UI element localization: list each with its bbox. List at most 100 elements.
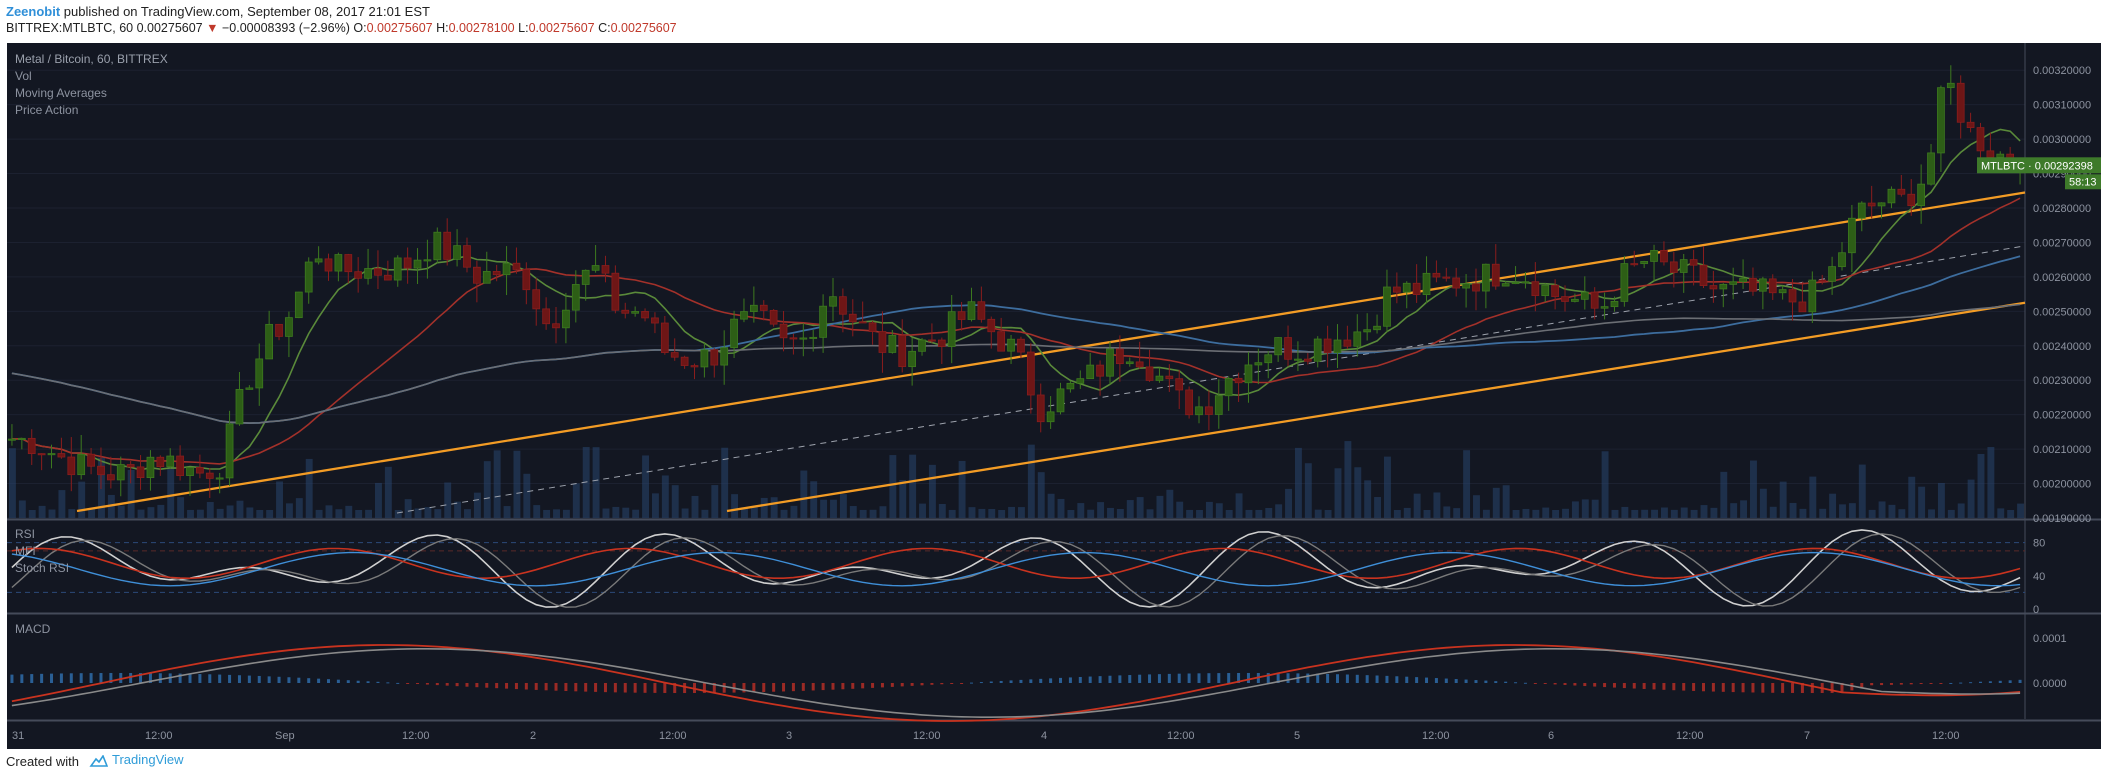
candle xyxy=(1521,281,1530,284)
macd-histogram-bar xyxy=(1098,676,1102,683)
legend-ma[interactable]: Moving Averages xyxy=(15,86,107,100)
legend-title[interactable]: Metal / Bitcoin, 60, BITTREX xyxy=(15,52,168,66)
volume-bar xyxy=(582,447,590,518)
macd-histogram-bar xyxy=(59,673,63,683)
publish-header: Zeenobit published on TradingView.com, S… xyxy=(6,4,430,19)
candle xyxy=(1749,277,1757,292)
macd-histogram-bar xyxy=(1434,678,1438,683)
volume-bar xyxy=(454,501,462,518)
volume-bar xyxy=(820,499,828,518)
candle xyxy=(107,474,115,481)
volume-bar xyxy=(493,450,501,518)
volume-bar xyxy=(1433,492,1441,518)
macd-histogram-bar xyxy=(1019,679,1023,683)
macd-histogram-bar xyxy=(1306,673,1310,683)
time-tick-label: 2 xyxy=(530,730,536,742)
candle xyxy=(116,464,125,481)
macd-histogram-bar xyxy=(1800,683,1804,694)
chart-svg[interactable]: 0.003200000.003100000.003000000.00290000… xyxy=(7,43,2101,749)
macd-histogram-bar xyxy=(1148,674,1152,683)
macd-histogram-bar xyxy=(1078,676,1082,683)
macd-histogram-bar xyxy=(722,683,726,693)
macd-histogram-bar xyxy=(1741,683,1745,693)
volume-bar xyxy=(187,509,194,518)
volume-bar xyxy=(1898,509,1906,518)
chart-canvas[interactable]: 0.00320000 0.00310000 0.00300000 0.00290000… xyxy=(7,43,2101,749)
macd-histogram-bar xyxy=(791,683,795,692)
candle xyxy=(215,477,224,480)
volume-bar xyxy=(1522,508,1530,518)
legend-vol[interactable]: Vol xyxy=(15,69,32,83)
macd-histogram-bar xyxy=(1632,683,1636,689)
macd-histogram-bar xyxy=(1197,673,1201,683)
volume-bar xyxy=(276,481,283,518)
macd-histogram-bar xyxy=(1593,683,1597,687)
time-axis: 31 12:00 Sep 12:00 2 12:00 3 12:00 4 12:00 5 12:00 6… xyxy=(12,730,1960,742)
candle xyxy=(294,291,303,319)
volume-bar xyxy=(1186,509,1194,518)
legend-rsi[interactable]: RSI xyxy=(15,527,36,541)
macd-histogram-bar xyxy=(1791,683,1795,693)
volume-bar xyxy=(711,485,719,518)
macd-histogram-bar xyxy=(841,683,845,690)
volume-bar xyxy=(1937,482,1945,518)
volume-bar xyxy=(1641,509,1649,518)
candle xyxy=(1096,364,1104,377)
cloud-logo-icon xyxy=(89,753,109,767)
candle xyxy=(601,265,610,274)
volume-bar xyxy=(1245,509,1253,518)
volume-bar xyxy=(1077,503,1085,518)
legend-price-action[interactable]: Price Action xyxy=(15,103,79,117)
volume-bar xyxy=(1008,506,1015,518)
candle xyxy=(1729,281,1738,285)
candle xyxy=(1838,252,1846,268)
volume-bar xyxy=(483,461,491,518)
macd-histogram-bar xyxy=(30,674,34,683)
candle xyxy=(1660,250,1668,263)
macd-histogram-bar xyxy=(1949,682,1953,684)
macd-histogram-bar xyxy=(1395,676,1399,683)
volume-bar xyxy=(651,493,659,518)
candle xyxy=(126,464,135,468)
volume-bar xyxy=(671,485,679,518)
candle xyxy=(67,456,76,476)
volume-bar xyxy=(998,509,1006,518)
signal-line xyxy=(11,648,2021,718)
volume-bar xyxy=(1957,503,1965,518)
author-link[interactable]: Zeenobit xyxy=(6,4,61,19)
tradingview-logo[interactable]: TradingView xyxy=(88,752,184,767)
volume-bar xyxy=(1581,499,1589,518)
macd-histogram-bar xyxy=(1405,676,1409,683)
price-tick-label: 0.00300000 xyxy=(2033,134,2091,146)
macd-histogram-bar xyxy=(336,679,340,683)
price-tick-label: 0.00320000 xyxy=(2033,65,2091,77)
volume-bar xyxy=(28,509,36,518)
candle xyxy=(1076,378,1085,384)
candle xyxy=(562,309,570,329)
macd-histogram-bar xyxy=(1454,679,1458,683)
macd-histogram-bar xyxy=(1939,683,1943,684)
volume-bar xyxy=(1888,504,1896,518)
volume-bar xyxy=(444,482,452,518)
candle xyxy=(542,308,550,325)
volume-bar xyxy=(1542,507,1550,518)
volume-bar xyxy=(1660,507,1668,518)
close-label: C: xyxy=(598,21,611,35)
legend-macd[interactable]: MACD xyxy=(15,622,51,636)
macd-histogram-bar xyxy=(277,676,281,683)
volume-bar xyxy=(9,448,16,518)
time-tick-label: 4 xyxy=(1041,730,1047,742)
legend-mfi[interactable]: MFI xyxy=(15,544,36,558)
candle xyxy=(1264,354,1273,364)
candle xyxy=(1561,296,1569,302)
macd-histogram-bar xyxy=(1088,676,1092,683)
price-tick-label: 0.00210000 xyxy=(2033,444,2091,456)
candle xyxy=(136,466,145,479)
volume-bar xyxy=(1848,503,1856,518)
candle xyxy=(522,269,531,291)
legend-stoch-rsi[interactable]: Stoch RSI xyxy=(15,561,70,575)
candle xyxy=(532,289,541,310)
candle xyxy=(1739,277,1747,283)
candle xyxy=(502,262,511,276)
macd-histogram-bar xyxy=(900,683,904,687)
